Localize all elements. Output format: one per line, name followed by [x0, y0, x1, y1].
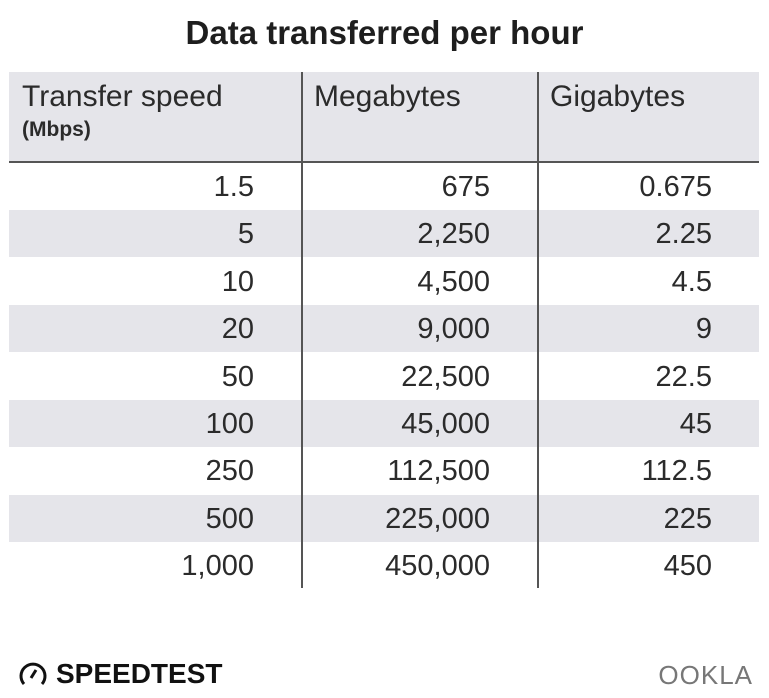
- cell-speed: 10: [221, 265, 254, 298]
- cell-speed: 1,000: [181, 550, 254, 583]
- cell-gigabytes: 2.25: [655, 218, 712, 251]
- table-row: 50 22,500 22.5: [9, 353, 759, 400]
- speedometer-icon: [19, 662, 47, 685]
- speedtest-logo: SPEEDTEST: [18, 658, 222, 690]
- table-title: Data transferred per hour: [185, 14, 584, 51]
- header-transfer-speed: Transfer speed: [22, 80, 223, 113]
- cell-gigabytes: 225: [663, 502, 712, 535]
- cell-gigabytes: 112.5: [641, 455, 712, 488]
- cell-megabytes: 675: [441, 171, 490, 203]
- cell-gigabytes: 45: [679, 408, 712, 440]
- table-row: 250 112,500 112.5: [9, 447, 759, 494]
- speedtest-wordmark: SPEEDTEST: [56, 658, 223, 689]
- cell-speed: 5: [237, 218, 254, 251]
- cell-megabytes: 4,500: [417, 265, 490, 298]
- header-units: (Mbps): [22, 118, 91, 141]
- table-row: 5 2,250 2.25: [9, 210, 759, 258]
- cell-gigabytes: 450: [663, 550, 712, 583]
- cell-gigabytes: 9: [695, 313, 712, 346]
- cell-megabytes: 450,000: [385, 550, 490, 583]
- table-row: 10 4,500 4.5: [9, 258, 759, 305]
- table-row: 500 225,000 225: [9, 494, 759, 542]
- cell-megabytes: 45,000: [401, 408, 490, 440]
- table-row: 1,000 450,000 450: [9, 542, 759, 589]
- header-megabytes: Megabytes: [314, 80, 461, 113]
- column-divider: [301, 72, 303, 588]
- table-header: [9, 72, 759, 163]
- cell-gigabytes: 0.675: [639, 171, 712, 203]
- header-gigabytes: Gigabytes: [550, 80, 686, 113]
- cell-megabytes: 22,500: [401, 360, 490, 393]
- ookla-logo: OOKLA: [658, 660, 753, 690]
- cell-speed: 100: [205, 408, 254, 440]
- cell-gigabytes: 22.5: [655, 360, 712, 393]
- table-row: 1.5 675 0.675: [9, 163, 759, 210]
- cell-speed: 250: [205, 455, 254, 488]
- cell-speed: 500: [205, 502, 254, 535]
- cell-megabytes: 2,250: [417, 218, 490, 251]
- cell-megabytes: 9,000: [417, 313, 490, 346]
- cell-speed: 20: [221, 313, 254, 346]
- column-divider: [537, 72, 539, 588]
- cell-megabytes: 225,000: [385, 502, 490, 535]
- cell-speed: 50: [221, 360, 254, 393]
- cell-speed: 1.5: [213, 171, 254, 203]
- table-row: 100 45,000 45: [9, 400, 759, 447]
- cell-megabytes: 112,500: [387, 455, 490, 488]
- cell-gigabytes: 4.5: [671, 265, 712, 298]
- table-row: 20 9,000 9: [9, 305, 759, 353]
